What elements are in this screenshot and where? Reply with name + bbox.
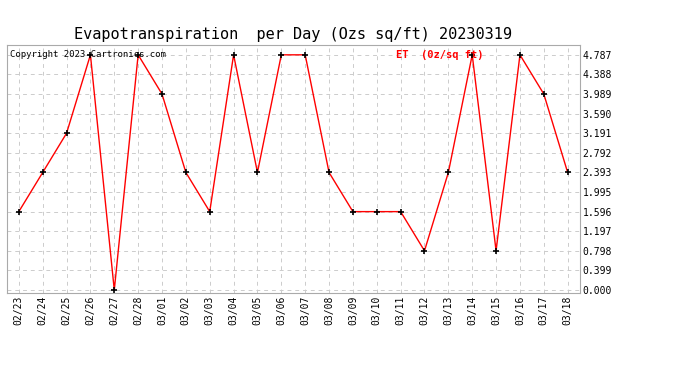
Text: Copyright 2023 Cartronics.com: Copyright 2023 Cartronics.com (10, 50, 166, 59)
Title: Evapotranspiration  per Day (Ozs sq/ft) 20230319: Evapotranspiration per Day (Ozs sq/ft) 2… (75, 27, 512, 42)
Text: ET  (0z/sq ft): ET (0z/sq ft) (396, 50, 484, 60)
